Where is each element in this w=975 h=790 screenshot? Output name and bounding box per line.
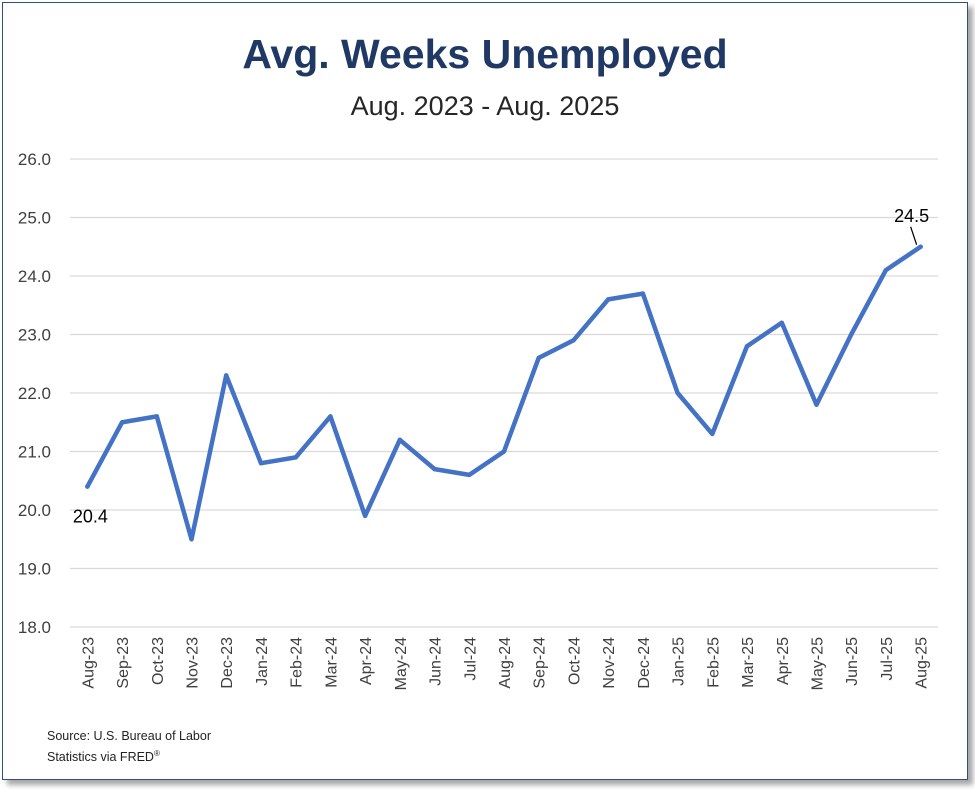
data-point <box>710 431 715 437</box>
data-point <box>918 244 923 249</box>
series-layer <box>85 244 923 542</box>
data-point <box>432 466 437 472</box>
source-note: Source: U.S. Bureau of Labor Statistics … <box>47 728 211 766</box>
x-tick-label: Jan-24 <box>254 637 271 686</box>
x-tick-label: Mar-25 <box>740 637 757 688</box>
y-tick-label: 18.0 <box>18 618 51 637</box>
data-label-leader <box>910 226 918 245</box>
chart-frame: Avg. Weeks Unemployed Aug. 2023 - Aug. 2… <box>2 2 968 780</box>
data-point <box>258 461 264 466</box>
x-tick-label: Aug-23 <box>80 637 97 689</box>
x-tick-label: Apr-25 <box>775 637 792 685</box>
data-point <box>189 537 194 542</box>
x-tick-label: Apr-24 <box>358 637 375 685</box>
x-tick-label: Jun-24 <box>428 637 445 686</box>
data-point <box>154 414 159 419</box>
data-point <box>501 449 507 454</box>
x-tick-label: Dec-24 <box>636 637 653 689</box>
data-point <box>467 472 472 478</box>
source-line-2-text: Statistics via FRED <box>47 750 154 765</box>
y-tick-label: 21.0 <box>18 443 51 462</box>
x-tick-label: Mar-24 <box>323 637 340 688</box>
x-tick-label: Aug-24 <box>497 637 514 689</box>
x-tick-label: Dec-23 <box>219 637 236 689</box>
data-point <box>224 373 229 378</box>
annotations: 20.4 24.5 <box>73 206 929 527</box>
data-point <box>883 267 889 273</box>
line-chart: 18.0 19.0 20.0 21.0 22.0 23.0 24.0 25.0 26.0 Aug… <box>18 150 938 690</box>
y-tick-label: 26.0 <box>18 150 51 169</box>
x-tick-label: Jun-25 <box>844 637 861 686</box>
registered-mark: ® <box>153 749 160 758</box>
data-point <box>779 320 784 325</box>
data-label: 24.5 <box>894 206 929 226</box>
chart-title: Avg. Weeks Unemployed <box>242 31 728 77</box>
source-line-2: Statistics via FRED® <box>47 745 211 766</box>
x-tick-label: Sep-23 <box>115 637 132 689</box>
x-tick-label: Sep-24 <box>532 637 549 689</box>
x-tick-label: Jul-24 <box>462 637 479 681</box>
y-tick-label: 20.0 <box>18 501 51 520</box>
data-point <box>119 420 125 425</box>
x-tick-label: Feb-25 <box>705 637 722 688</box>
data-point <box>744 344 750 349</box>
x-tick-label: Nov-24 <box>601 637 618 689</box>
x-tick-label: Feb-24 <box>289 637 306 688</box>
y-tick-label: 24.0 <box>18 267 51 286</box>
data-point <box>675 390 680 396</box>
data-point <box>362 513 368 519</box>
data-label: 20.4 <box>73 507 108 527</box>
x-tick-label: Aug-25 <box>914 637 931 689</box>
x-tick-label: Jan-25 <box>671 637 688 686</box>
data-point <box>849 332 854 337</box>
source-line-1: Source: U.S. Bureau of Labor <box>47 729 211 743</box>
y-tick-label: 22.0 <box>18 384 51 403</box>
chart-subtitle: Aug. 2023 - Aug. 2025 <box>350 91 620 121</box>
x-axis-ticks: Aug-23 Sep-23 Oct-23 Nov-23 Dec-23 Jan-24 Feb-… <box>80 637 930 690</box>
data-point <box>328 414 333 419</box>
data-point <box>397 437 403 442</box>
x-tick-label: Oct-23 <box>150 637 167 685</box>
data-point <box>536 355 541 361</box>
x-tick-label: Nov-23 <box>185 637 202 689</box>
data-point <box>605 297 611 302</box>
data-point <box>640 291 646 296</box>
x-tick-label: May-25 <box>809 637 826 690</box>
y-tick-label: 19.0 <box>18 560 51 579</box>
data-point <box>85 484 90 489</box>
y-tick-label: 23.0 <box>18 326 51 345</box>
gridlines <box>70 158 938 628</box>
x-tick-label: Jul-25 <box>879 637 896 681</box>
x-tick-label: May-24 <box>393 637 410 690</box>
data-point <box>814 402 819 407</box>
y-tick-label: 25.0 <box>18 209 51 228</box>
data-point <box>571 338 576 343</box>
data-point <box>293 455 298 460</box>
y-axis-ticks: 18.0 19.0 20.0 21.0 22.0 23.0 24.0 25.0 26.0 <box>18 150 51 637</box>
x-tick-label: Oct-24 <box>566 637 583 685</box>
